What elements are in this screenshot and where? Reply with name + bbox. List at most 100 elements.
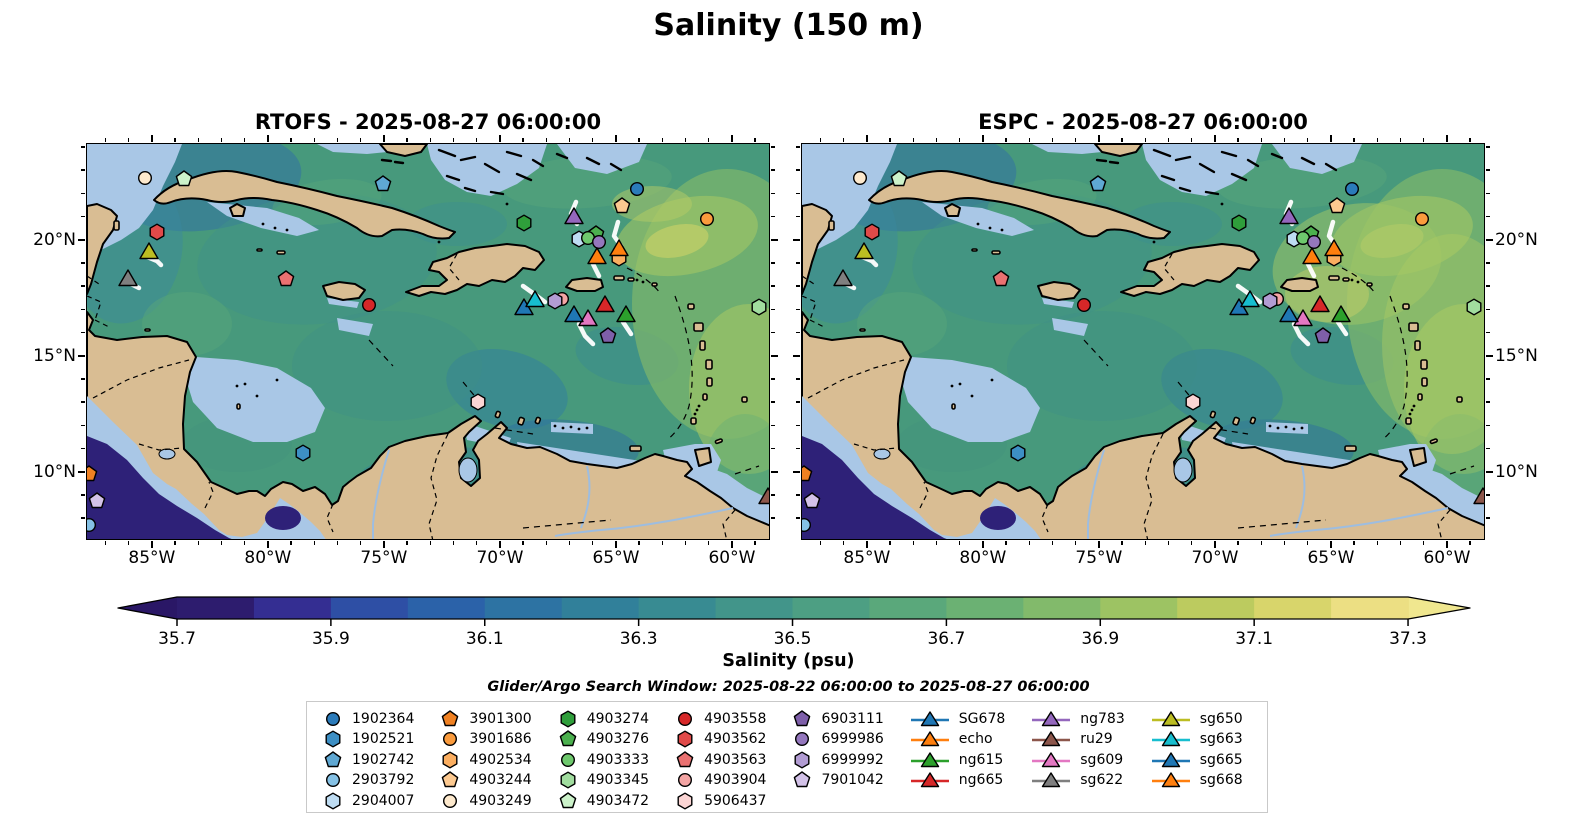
axis-tick bbox=[707, 541, 710, 545]
x-tick-label: 65°W bbox=[592, 548, 640, 568]
hexagon-legend-icon bbox=[560, 710, 576, 728]
axis-tick bbox=[499, 541, 501, 548]
axis-tick bbox=[127, 541, 130, 545]
legend-item-4903562: 4903562 bbox=[675, 730, 766, 750]
axis-tick bbox=[1422, 541, 1425, 545]
argo-marker-icon bbox=[591, 234, 607, 250]
axis-tick bbox=[771, 215, 775, 218]
legend-label: sg650 bbox=[1199, 710, 1243, 727]
pentagon-legend-icon bbox=[794, 710, 811, 726]
argo-marker-icon bbox=[864, 223, 880, 241]
axis-tick bbox=[771, 308, 775, 311]
axis-tick bbox=[81, 517, 85, 519]
marker-echo bbox=[587, 246, 607, 266]
glider-marker-icon bbox=[1310, 295, 1330, 313]
axis-tick bbox=[958, 138, 961, 142]
axis-tick bbox=[1486, 262, 1490, 264]
marker-4903249 bbox=[850, 168, 870, 188]
marker-2903792 bbox=[87, 515, 99, 535]
legend-item-4903276: 4903276 bbox=[558, 730, 649, 750]
legend-item-4903563: 4903563 bbox=[675, 750, 766, 770]
glider-marker-icon bbox=[595, 295, 615, 313]
colorbar-tick-label: 36.1 bbox=[466, 629, 504, 649]
axis-tick bbox=[819, 541, 822, 545]
legend-item-3901300: 3901300 bbox=[440, 709, 532, 729]
argo-marker-icon bbox=[1076, 297, 1092, 313]
legend-label: 1902364 bbox=[352, 710, 415, 727]
axis-tick bbox=[796, 262, 800, 264]
marker-sg668 bbox=[1324, 238, 1344, 258]
legend-label: 6999992 bbox=[821, 751, 884, 768]
axis-tick bbox=[545, 541, 548, 545]
axis-tick bbox=[81, 285, 85, 287]
axis-tick bbox=[793, 355, 800, 357]
glider-legend-icon bbox=[910, 731, 949, 747]
marker-6999986 bbox=[589, 232, 609, 252]
argo-marker-icon bbox=[751, 298, 767, 316]
glider-marker-icon bbox=[1240, 290, 1260, 308]
axis-tick bbox=[1486, 471, 1493, 473]
pentagon-legend-icon bbox=[794, 771, 811, 788]
marker-4903563 bbox=[276, 269, 296, 289]
axis-tick bbox=[731, 135, 733, 142]
axis-tick bbox=[771, 471, 778, 473]
colorbar-tick-label: 36.9 bbox=[1081, 629, 1119, 649]
legend-label: 4903558 bbox=[704, 710, 767, 727]
axis-tick bbox=[771, 146, 775, 148]
axis-tick bbox=[1486, 424, 1490, 427]
axis-tick bbox=[1486, 494, 1490, 496]
circle-legend-icon bbox=[443, 732, 458, 747]
axis-tick bbox=[81, 378, 85, 380]
axis-tick bbox=[771, 331, 775, 334]
legend-label: sg609 bbox=[1080, 751, 1124, 768]
axis-tick bbox=[1486, 401, 1490, 403]
glider-marker-icon bbox=[616, 305, 636, 323]
axis-tick bbox=[243, 541, 246, 545]
axis-tick bbox=[842, 138, 845, 142]
axis-tick bbox=[591, 541, 594, 545]
argo-marker-icon bbox=[175, 170, 193, 187]
axis-tick bbox=[638, 541, 640, 545]
argo-marker-icon bbox=[802, 518, 811, 532]
marker-6903111 bbox=[598, 326, 618, 346]
axis-tick bbox=[1005, 541, 1007, 545]
axis-tick bbox=[220, 541, 223, 545]
axis-tick bbox=[1469, 138, 1471, 142]
glider-marker-icon bbox=[1279, 305, 1299, 323]
axis-tick bbox=[796, 331, 800, 334]
legend-item-sg622: sg622 bbox=[1031, 771, 1124, 791]
glider-legend-icon bbox=[1032, 711, 1071, 726]
marker-1902521 bbox=[1008, 443, 1028, 463]
axis-tick bbox=[197, 541, 200, 545]
marker-4903472 bbox=[889, 169, 909, 189]
axis-tick bbox=[771, 378, 775, 380]
pentagon-legend-icon bbox=[442, 710, 459, 726]
marker-5906437 bbox=[1183, 392, 1203, 412]
legend-label: 5906437 bbox=[704, 792, 767, 809]
legend-item-1902364: 1902364 bbox=[323, 709, 414, 729]
argo-marker-icon bbox=[1314, 327, 1332, 344]
glider-legend-icon bbox=[910, 772, 949, 788]
axis-tick bbox=[81, 192, 85, 195]
argo-marker-icon bbox=[802, 465, 813, 482]
legend-item-1902521: 1902521 bbox=[323, 730, 414, 750]
marker-ng665 bbox=[1310, 294, 1330, 314]
colorbar-tick-label: 35.9 bbox=[312, 629, 350, 649]
axis-tick bbox=[1399, 138, 1402, 142]
axis-tick bbox=[1486, 192, 1490, 195]
x-tick-label: 75°W bbox=[1075, 548, 1123, 568]
legend-item-4903274: 4903274 bbox=[558, 709, 649, 729]
legend-item-4903249: 4903249 bbox=[440, 791, 532, 811]
axis-tick bbox=[1486, 447, 1490, 450]
legend-item-6903111: 6903111 bbox=[792, 709, 884, 729]
glider-legend-icon bbox=[1151, 711, 1190, 726]
axis-tick bbox=[796, 378, 800, 380]
axis-tick bbox=[771, 285, 775, 287]
axis-tick bbox=[958, 541, 961, 545]
axis-tick bbox=[1330, 541, 1332, 548]
colorbar-svg: 35.7 35.9 36.1 36.3 36.5 36.7 36.9 37.1 37.3 bbox=[117, 596, 1471, 649]
colorbar-tick-label: 36.7 bbox=[927, 629, 965, 649]
axis-tick bbox=[174, 541, 176, 545]
axis-tick bbox=[78, 239, 85, 241]
axis-tick bbox=[452, 541, 455, 545]
